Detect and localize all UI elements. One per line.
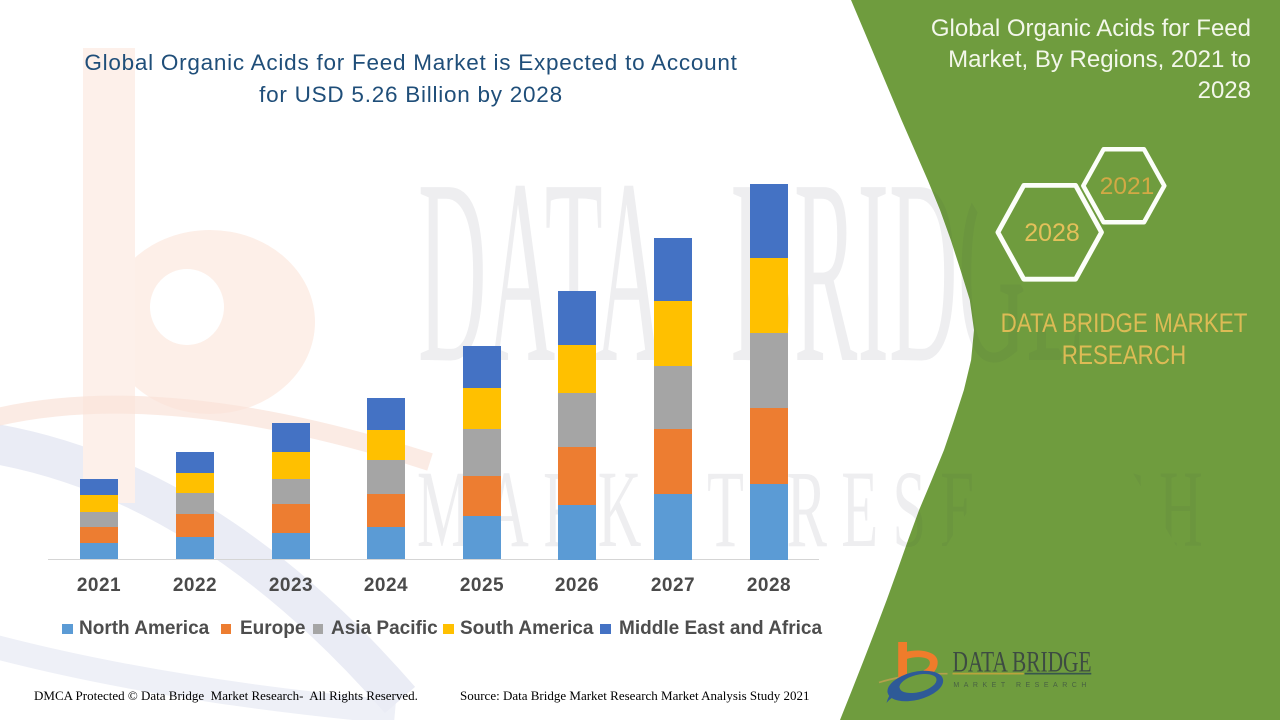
svg-text:MARKET RESEARCH: MARKET RESEARCH [953, 682, 1090, 689]
